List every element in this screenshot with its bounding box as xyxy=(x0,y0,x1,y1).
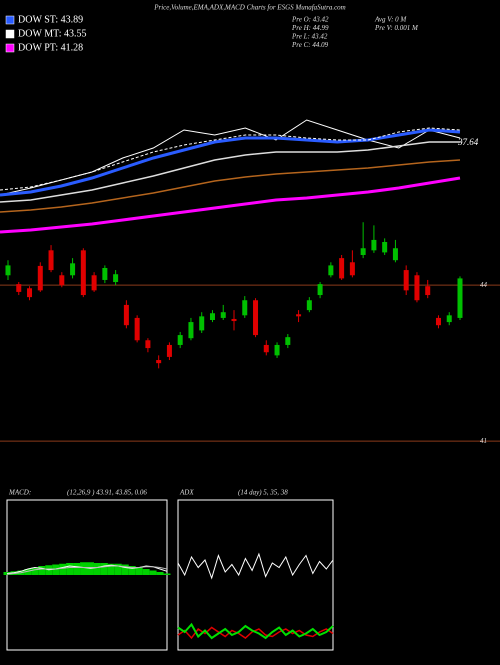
info-text: Pre V: 0.001 M xyxy=(374,24,419,32)
histogram-bar xyxy=(31,567,39,575)
candle-body xyxy=(102,268,108,280)
candle-body xyxy=(59,275,65,286)
legend-label: DOW ST: 43.89 xyxy=(18,14,83,25)
candle-body xyxy=(91,275,97,291)
histogram-bar xyxy=(135,567,143,575)
candle-body xyxy=(360,248,366,255)
candle-body xyxy=(209,313,215,320)
candle-body xyxy=(188,322,194,339)
histogram-bar xyxy=(66,563,74,575)
info-text: Avg V: 0 M xyxy=(374,16,407,24)
histogram-bar xyxy=(149,570,157,575)
candle-body xyxy=(317,284,323,296)
candle-body xyxy=(70,263,76,276)
y-tick-label: 41 xyxy=(480,437,487,445)
info-text: Pre L: 43.42 xyxy=(291,33,328,41)
candle-body xyxy=(446,315,452,323)
candle-body xyxy=(220,312,226,318)
candle-body xyxy=(145,340,151,349)
histogram-bar xyxy=(114,563,122,575)
legend-swatch xyxy=(5,29,15,39)
candle-body xyxy=(457,278,463,318)
candle-body xyxy=(166,344,172,357)
histogram-bar xyxy=(163,573,171,575)
legend-swatch xyxy=(5,15,15,25)
series-line xyxy=(0,159,461,213)
candle-body xyxy=(263,344,269,353)
series-line xyxy=(0,128,461,197)
histogram-bar xyxy=(52,564,60,575)
legend-label: DOW MT: 43.55 xyxy=(18,28,86,39)
candle-body xyxy=(349,262,355,276)
series-line xyxy=(0,119,461,196)
histogram-bar xyxy=(128,566,136,575)
histogram-bar xyxy=(3,572,11,575)
candle-body xyxy=(27,288,33,298)
candle-body xyxy=(328,265,334,276)
candle-body xyxy=(253,300,259,336)
candle-body xyxy=(306,300,312,311)
histogram-bar xyxy=(100,563,108,575)
info-text: Pre O: 43.42 xyxy=(291,16,329,24)
candle-body xyxy=(123,304,129,326)
info-text: Pre C: 44.09 xyxy=(291,41,329,49)
candle-body xyxy=(339,258,345,279)
panel-subtitle: (14 day) 5, 35, 38 xyxy=(238,489,288,497)
candle-body xyxy=(285,337,291,345)
panel-title: ADX xyxy=(179,489,194,497)
histogram-bar xyxy=(38,566,46,575)
candle-body xyxy=(16,284,22,292)
series-line xyxy=(0,141,460,203)
series-line xyxy=(0,176,461,234)
histogram-bar xyxy=(73,563,81,575)
candle-body xyxy=(425,286,431,296)
candle-body xyxy=(392,248,398,261)
panel-title: MACD: xyxy=(8,489,31,497)
candle-body xyxy=(435,317,441,326)
candle-body xyxy=(414,275,420,301)
histogram-bar xyxy=(107,563,115,575)
histogram-bar xyxy=(93,563,101,575)
candle-body xyxy=(242,300,248,316)
histogram-bar xyxy=(59,563,67,575)
series-line xyxy=(177,552,334,580)
candle-body xyxy=(113,274,119,283)
series-line xyxy=(177,622,334,640)
info-text: Pre H: 44.99 xyxy=(291,24,329,32)
candle-body xyxy=(403,270,409,291)
candle-body xyxy=(177,335,183,345)
y-tick-label: 44 xyxy=(480,281,488,289)
legend-label: DOW PT: 41.28 xyxy=(18,42,83,53)
panel-frame xyxy=(177,499,334,651)
histogram-bar xyxy=(121,564,129,575)
candle-body xyxy=(231,318,237,322)
series-line xyxy=(0,127,461,191)
series-line xyxy=(6,565,168,575)
histogram-bar xyxy=(80,562,87,575)
candle-body xyxy=(5,265,11,276)
candle-body xyxy=(199,316,205,331)
candle-body xyxy=(156,360,162,364)
candle-body xyxy=(371,239,377,251)
candle-body xyxy=(37,265,43,291)
candle-body xyxy=(296,314,302,317)
panel-subtitle: (12,26,9 ) 43.91, 43.85, 0.06 xyxy=(67,489,147,497)
chart-title: Price,Volume,EMA,ADX,MACD Charts for ESG… xyxy=(153,4,346,12)
candle-body xyxy=(382,242,388,253)
candle-body xyxy=(274,344,280,356)
y-tick-label: 37.64 xyxy=(457,137,479,147)
candle-body xyxy=(80,250,86,296)
histogram-bar xyxy=(142,569,150,575)
candle-body xyxy=(48,250,54,271)
legend-swatch xyxy=(5,43,15,53)
candle-body xyxy=(134,317,140,341)
histogram-bar xyxy=(24,569,32,575)
histogram-bar xyxy=(156,572,164,575)
